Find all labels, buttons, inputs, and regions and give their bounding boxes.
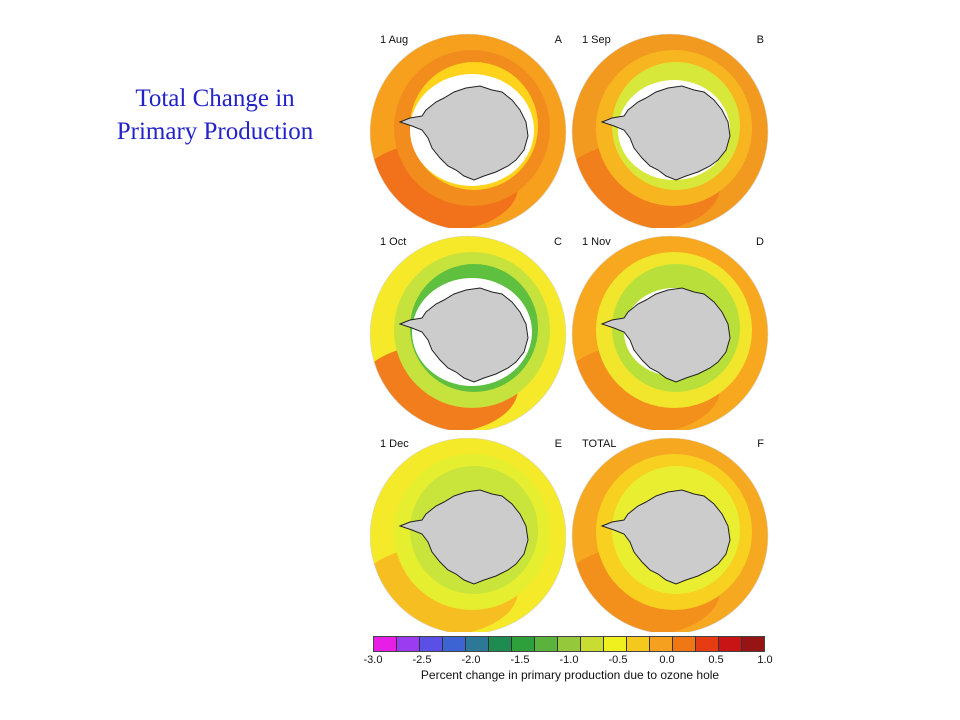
- colorbar-segment: [397, 637, 420, 651]
- colorbar-segment: [604, 637, 627, 651]
- map-boundary: [571, 235, 769, 430]
- map-ocean-layer: [370, 438, 566, 632]
- colorbar-tick-label: 0.0: [659, 654, 675, 666]
- map-panel-a: 1 Aug A: [368, 28, 568, 228]
- polar-map-a: [369, 33, 567, 228]
- map-boundary: [369, 437, 567, 632]
- map-ocean-layer: [572, 236, 768, 430]
- map-ocean-layer: [370, 236, 566, 430]
- polar-map-e: [369, 437, 567, 632]
- panel-date-label: 1 Dec: [380, 438, 409, 450]
- slide-title-line2: Primary Production: [116, 118, 314, 145]
- antarctica-landmass: [600, 489, 731, 585]
- panel-date-label: 1 Oct: [380, 236, 407, 248]
- panel-date-label: 1 Nov: [582, 236, 611, 248]
- colorbar-segment: [443, 637, 466, 651]
- map-panel-c: 1 Oct C: [368, 230, 568, 430]
- panel-letter-label: F: [757, 438, 764, 450]
- panel-letter-label: D: [756, 236, 764, 248]
- polar-map-b: [571, 33, 769, 228]
- panel-letter-label: A: [554, 34, 562, 46]
- panel-date-label: TOTAL: [582, 438, 617, 450]
- colorbar-segment: [742, 637, 764, 651]
- antarctica-landmass: [398, 287, 529, 383]
- colorbar-segment: [535, 637, 558, 651]
- colorbar-ticks: -3.0 -2.5 -2.0 -1.5 -1.0 -0.5 0.0 0.5 1.0: [360, 654, 780, 668]
- map-panel-b: 1 Sep B: [570, 28, 770, 228]
- map-ocean-layer: [572, 438, 768, 632]
- antarctica-landmass: [398, 489, 529, 585]
- antarctica-landmass: [398, 85, 529, 181]
- panel-date-label: 1 Sep: [582, 34, 611, 46]
- panel-letter-label: B: [756, 34, 764, 46]
- colorbar-tick-label: -3.0: [363, 654, 383, 666]
- antarctica-landmass: [600, 85, 731, 181]
- antarctica-landmass: [600, 287, 731, 383]
- colorbar-tick-label: -2.0: [461, 654, 481, 666]
- colorbar-tick-label: -1.5: [510, 654, 530, 666]
- map-panel-d: 1 Nov D: [570, 230, 770, 430]
- colorbar-tick-label: -1.0: [559, 654, 579, 666]
- map-boundary: [369, 33, 567, 228]
- polar-map-c: [369, 235, 567, 430]
- colorbar-segment: [558, 637, 581, 651]
- colorbar-segment: [512, 637, 535, 651]
- map-boundary: [571, 437, 769, 632]
- colorbar-tick-label: 0.5: [708, 654, 724, 666]
- colorbar-segment: [650, 637, 673, 651]
- slide-title: Total Change in Primary Production: [60, 82, 370, 148]
- colorbar-segment: [581, 637, 604, 651]
- colorbar-tick-label: -2.5: [412, 654, 432, 666]
- colorbar-segment: [489, 637, 512, 651]
- map-figure: 1 Aug A 1 Sep B 1 Oct C 1 Nov D 1 Dec E …: [360, 28, 780, 688]
- colorbar-segment: [374, 637, 397, 651]
- slide-title-line1: Total Change in: [135, 85, 295, 112]
- colorbar-segment: [627, 637, 650, 651]
- colorbar: [373, 636, 765, 652]
- colorbar-tick-label: 1.0: [757, 654, 773, 666]
- colorbar-segment: [673, 637, 696, 651]
- map-boundary: [571, 33, 769, 228]
- colorbar-segment: [719, 637, 742, 651]
- colorbar-segment: [420, 637, 443, 651]
- map-ocean-layer: [370, 34, 566, 228]
- colorbar-segment: [696, 637, 719, 651]
- colorbar-segment: [466, 637, 489, 651]
- colorbar-tick-label: -0.5: [608, 654, 628, 666]
- colorbar-label: Percent change in primary production due…: [420, 668, 720, 682]
- map-ocean-layer: [572, 34, 768, 228]
- map-panel-e: 1 Dec E: [368, 432, 568, 632]
- polar-map-f: [571, 437, 769, 632]
- map-boundary: [369, 235, 567, 430]
- map-panel-f: TOTAL F: [570, 432, 770, 632]
- polar-map-d: [571, 235, 769, 430]
- panel-letter-label: E: [554, 438, 562, 450]
- panel-date-label: 1 Aug: [380, 34, 409, 46]
- panel-letter-label: C: [554, 236, 562, 248]
